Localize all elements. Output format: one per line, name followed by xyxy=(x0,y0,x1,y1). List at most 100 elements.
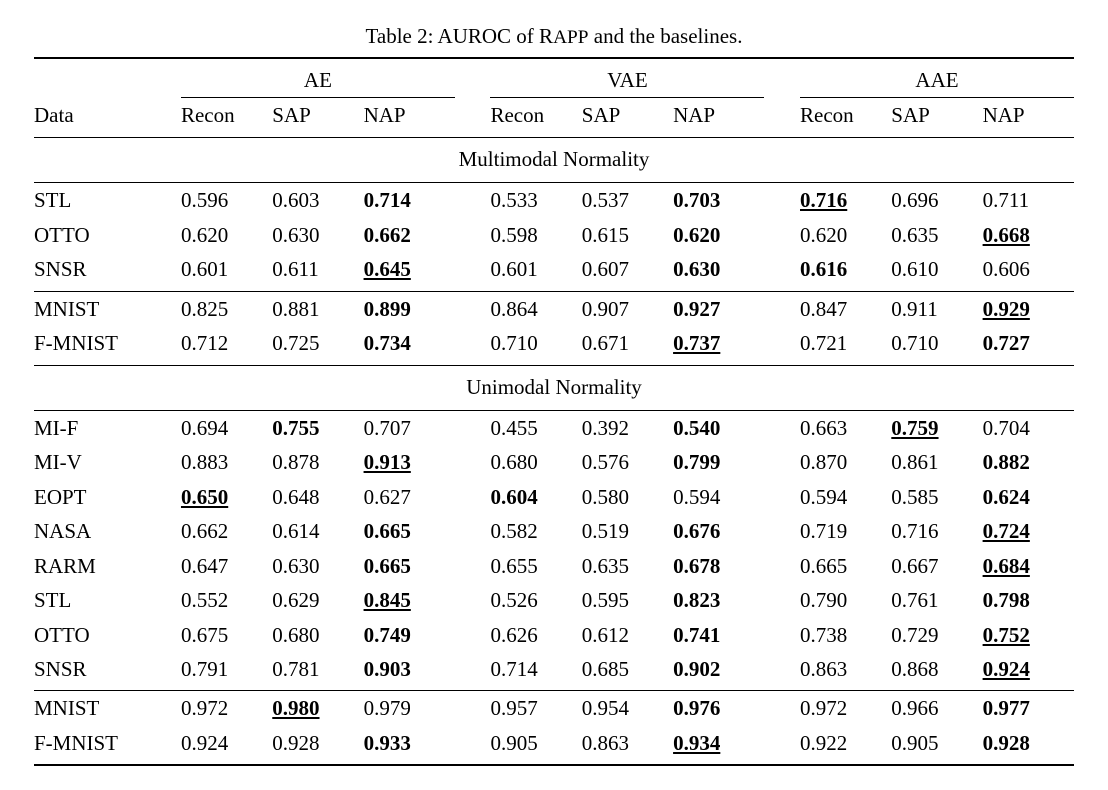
value-cell: 0.957 xyxy=(490,691,581,726)
table-caption: Table 2: AUROC of RAPP and the baselines… xyxy=(34,24,1074,49)
value-cell: 0.868 xyxy=(891,652,982,686)
table-row: MI-V0.8830.8780.9130.6800.5760.7990.8700… xyxy=(34,445,1074,479)
caption-suffix: and the baselines. xyxy=(589,24,743,48)
value-cell: 0.704 xyxy=(983,410,1074,445)
value-cell: 0.601 xyxy=(181,252,272,286)
value-cell: 0.455 xyxy=(490,410,581,445)
value-cell: 0.977 xyxy=(983,691,1074,726)
row-label: OTTO xyxy=(34,618,159,652)
table-row: F-MNIST0.9240.9280.9330.9050.8630.9340.9… xyxy=(34,726,1074,760)
value-cell: 0.630 xyxy=(272,549,363,583)
col-data: Data xyxy=(34,98,159,133)
table-row: EOPT0.6500.6480.6270.6040.5800.5940.5940… xyxy=(34,480,1074,514)
value-cell: 0.734 xyxy=(364,326,455,360)
value-cell: 0.662 xyxy=(181,514,272,548)
value-cell: 0.870 xyxy=(800,445,891,479)
value-cell: 0.752 xyxy=(983,618,1074,652)
value-cell: 0.738 xyxy=(800,618,891,652)
value-cell: 0.595 xyxy=(582,583,673,617)
value-cell: 0.665 xyxy=(364,549,455,583)
row-label: RARM xyxy=(34,549,159,583)
value-cell: 0.881 xyxy=(272,291,363,326)
value-cell: 0.905 xyxy=(891,726,982,760)
value-cell: 0.519 xyxy=(582,514,673,548)
table-row: STL0.5520.6290.8450.5260.5950.8230.7900.… xyxy=(34,583,1074,617)
value-cell: 0.741 xyxy=(673,618,764,652)
value-cell: 0.863 xyxy=(582,726,673,760)
value-cell: 0.620 xyxy=(800,218,891,252)
value-cell: 0.716 xyxy=(800,183,891,218)
value-cell: 0.526 xyxy=(490,583,581,617)
value-cell: 0.864 xyxy=(490,291,581,326)
col-nap-aae: NAP xyxy=(983,98,1074,133)
col-sap-ae: SAP xyxy=(272,98,363,133)
value-cell: 0.616 xyxy=(800,252,891,286)
auroc-table: AEVAEAAEDataReconSAPNAPReconSAPNAPReconS… xyxy=(34,57,1074,766)
value-cell: 0.610 xyxy=(891,252,982,286)
value-cell: 0.825 xyxy=(181,291,272,326)
value-cell: 0.903 xyxy=(364,652,455,686)
value-cell: 0.861 xyxy=(891,445,982,479)
value-cell: 0.972 xyxy=(800,691,891,726)
col-sap-aae: SAP xyxy=(891,98,982,133)
value-cell: 0.675 xyxy=(181,618,272,652)
value-cell: 0.680 xyxy=(272,618,363,652)
value-cell: 0.540 xyxy=(673,410,764,445)
value-cell: 0.759 xyxy=(891,410,982,445)
value-cell: 0.719 xyxy=(800,514,891,548)
value-cell: 0.606 xyxy=(983,252,1074,286)
value-cell: 0.630 xyxy=(272,218,363,252)
value-cell: 0.727 xyxy=(983,326,1074,360)
value-cell: 0.552 xyxy=(181,583,272,617)
row-label: OTTO xyxy=(34,218,159,252)
value-cell: 0.645 xyxy=(364,252,455,286)
row-label: SNSR xyxy=(34,252,159,286)
table-row: SNSR0.6010.6110.6450.6010.6070.6300.6160… xyxy=(34,252,1074,286)
value-cell: 0.737 xyxy=(673,326,764,360)
row-label: SNSR xyxy=(34,652,159,686)
value-cell: 0.972 xyxy=(181,691,272,726)
value-cell: 0.614 xyxy=(272,514,363,548)
value-cell: 0.911 xyxy=(891,291,982,326)
value-cell: 0.596 xyxy=(181,183,272,218)
section-title: Unimodal Normality xyxy=(34,365,1074,406)
value-cell: 0.924 xyxy=(983,652,1074,686)
value-cell: 0.580 xyxy=(582,480,673,514)
value-cell: 0.629 xyxy=(272,583,363,617)
value-cell: 0.882 xyxy=(983,445,1074,479)
value-cell: 0.791 xyxy=(181,652,272,686)
value-cell: 0.635 xyxy=(891,218,982,252)
col-nap-ae: NAP xyxy=(364,98,455,133)
table-row: MNIST0.9720.9800.9790.9570.9540.9760.972… xyxy=(34,691,1074,726)
row-label: STL xyxy=(34,583,159,617)
value-cell: 0.601 xyxy=(490,252,581,286)
value-cell: 0.620 xyxy=(181,218,272,252)
value-cell: 0.594 xyxy=(800,480,891,514)
value-cell: 0.716 xyxy=(891,514,982,548)
row-label: F-MNIST xyxy=(34,726,159,760)
value-cell: 0.899 xyxy=(364,291,455,326)
value-cell: 0.883 xyxy=(181,445,272,479)
value-cell: 0.878 xyxy=(272,445,363,479)
value-cell: 0.598 xyxy=(490,218,581,252)
table-row: NASA0.6620.6140.6650.5820.5190.6760.7190… xyxy=(34,514,1074,548)
value-cell: 0.630 xyxy=(673,252,764,286)
value-cell: 0.576 xyxy=(582,445,673,479)
row-label: MI-F xyxy=(34,410,159,445)
value-cell: 0.928 xyxy=(983,726,1074,760)
value-cell: 0.620 xyxy=(673,218,764,252)
row-label: MNIST xyxy=(34,291,159,326)
value-cell: 0.611 xyxy=(272,252,363,286)
value-cell: 0.671 xyxy=(582,326,673,360)
value-cell: 0.668 xyxy=(983,218,1074,252)
value-cell: 0.678 xyxy=(673,549,764,583)
value-cell: 0.954 xyxy=(582,691,673,726)
col-recon-vae: Recon xyxy=(490,98,581,133)
value-cell: 0.928 xyxy=(272,726,363,760)
value-cell: 0.823 xyxy=(673,583,764,617)
value-cell: 0.667 xyxy=(891,549,982,583)
value-cell: 0.685 xyxy=(582,652,673,686)
value-cell: 0.627 xyxy=(364,480,455,514)
row-label: MNIST xyxy=(34,691,159,726)
value-cell: 0.665 xyxy=(800,549,891,583)
